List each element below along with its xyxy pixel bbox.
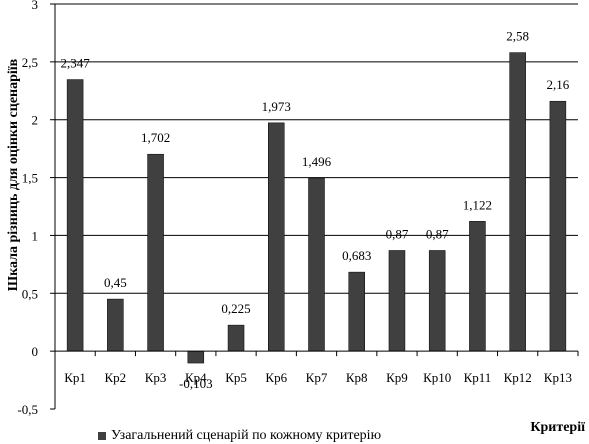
bar bbox=[388, 250, 406, 352]
x-tick-label: Кр5 bbox=[225, 370, 247, 385]
x-tick-label: Кр12 bbox=[504, 370, 532, 385]
x-tick-label: Кр1 bbox=[64, 370, 86, 385]
x-tick-label: Кр13 bbox=[544, 370, 572, 385]
data-label: 0,87 bbox=[386, 226, 409, 241]
y-tick-label: 1 bbox=[32, 228, 39, 243]
bar bbox=[308, 177, 325, 352]
y-axis-title: Шкала різниць для оцінки сценаріїв bbox=[6, 58, 21, 292]
y-tick-label: 2,5 bbox=[22, 55, 38, 70]
data-label: 1,702 bbox=[141, 130, 170, 145]
bar bbox=[107, 298, 124, 352]
data-label: 0,683 bbox=[342, 248, 371, 263]
x-tick-label: Кр9 bbox=[386, 370, 408, 385]
bar bbox=[428, 250, 446, 352]
data-label: 2,58 bbox=[506, 29, 529, 44]
legend-label: Узагальнений сценарій по кожному критері… bbox=[111, 428, 382, 443]
bar bbox=[469, 221, 486, 352]
data-label: 2,16 bbox=[547, 77, 570, 92]
y-tick-label: -0,5 bbox=[17, 402, 38, 417]
x-tick-label: Кр8 bbox=[346, 370, 368, 385]
bar bbox=[187, 350, 205, 364]
y-tick-label: 0 bbox=[32, 344, 39, 359]
x-tick-label: Кр6 bbox=[265, 370, 287, 385]
data-label: 1,973 bbox=[262, 99, 291, 114]
bar bbox=[66, 79, 84, 352]
x-tick-label: Кр4 bbox=[185, 370, 207, 385]
x-axis-title: Критерії bbox=[530, 420, 585, 435]
bar bbox=[549, 100, 567, 352]
data-label: 0,225 bbox=[221, 301, 250, 316]
x-tick-label: Кр2 bbox=[105, 370, 127, 385]
x-tick-label: Кр7 bbox=[306, 370, 328, 385]
data-label: 0,87 bbox=[426, 226, 449, 241]
bar bbox=[268, 122, 285, 352]
x-tick-label: Кр10 bbox=[423, 370, 451, 385]
data-label: 1,122 bbox=[463, 197, 492, 212]
data-label: -0,103 bbox=[179, 376, 213, 391]
bar bbox=[147, 153, 164, 352]
legend-swatch bbox=[98, 432, 106, 440]
y-tick-label: 3 bbox=[32, 0, 39, 12]
bar bbox=[227, 324, 245, 352]
y-tick-label: 1,5 bbox=[22, 171, 38, 186]
y-axis-title-wrap: Шкала різниць для оцінки сценаріїв bbox=[4, 59, 24, 291]
y-tick-label: 2 bbox=[32, 113, 39, 128]
x-tick-label: Кр3 bbox=[145, 370, 167, 385]
x-tick-label: Кр11 bbox=[464, 370, 492, 385]
data-label: 1,496 bbox=[302, 154, 332, 169]
legend: Узагальнений сценарій по кожному критері… bbox=[98, 428, 381, 444]
data-label: 0,45 bbox=[104, 275, 127, 290]
y-tick-label: 0,5 bbox=[22, 286, 38, 301]
data-label: 2,347 bbox=[60, 56, 90, 71]
bar bbox=[509, 52, 526, 352]
bar bbox=[348, 271, 365, 352]
